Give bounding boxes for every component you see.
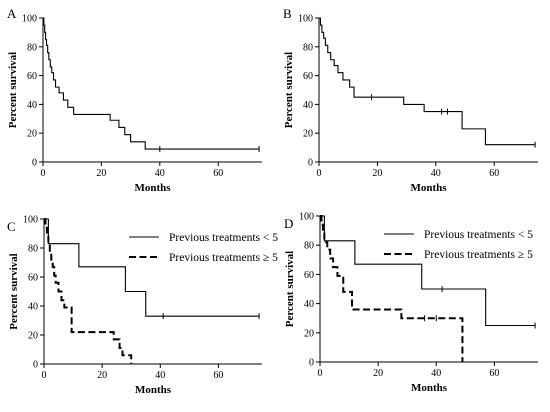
- panel-label-c: C: [7, 219, 16, 234]
- x-tick-label: 60: [213, 370, 223, 381]
- survival-curve-dashed: [320, 215, 464, 362]
- x-tick-label: 60: [213, 168, 223, 179]
- x-tick-label: 20: [373, 368, 383, 379]
- y-tick-label: 60: [28, 273, 38, 284]
- legend-entry: Previous treatments ≥ 5: [424, 249, 533, 261]
- panel-b: B 0 20 40 60 80 100 0 20 40 60 Months Percent surviv…: [283, 6, 538, 194]
- x-tick-label: 20: [96, 168, 106, 179]
- survival-curve-solid: [319, 17, 536, 146]
- x-tick-label: 40: [155, 168, 165, 179]
- panel-label-b: B: [283, 6, 292, 21]
- y-tick-label: 40: [28, 302, 38, 313]
- survival-curve-solid: [43, 17, 260, 150]
- x-tick-label: 40: [431, 168, 441, 179]
- legend-entry: Previous treatments ≥ 5: [169, 252, 278, 264]
- x-axis-title: Months: [135, 384, 172, 396]
- y-tick-label: 20: [303, 129, 313, 140]
- y-tick-label: 80: [28, 244, 38, 255]
- x-axis-title: Months: [410, 182, 447, 194]
- y-tick-label: 100: [23, 215, 38, 226]
- x-axis-title: Months: [134, 182, 171, 194]
- x-tick-label: 0: [41, 168, 46, 179]
- y-tick-label: 20: [304, 328, 314, 339]
- x-tick-label: 60: [489, 368, 499, 379]
- y-axis-title: Percent survival: [283, 52, 295, 128]
- panel-label-a: A: [7, 6, 17, 21]
- survival-curve-solid: [320, 215, 536, 327]
- y-tick-label: 20: [28, 331, 38, 342]
- x-tick-label: 40: [431, 368, 441, 379]
- x-axis-title: Months: [411, 382, 448, 394]
- x-tick-label: 60: [489, 168, 499, 179]
- y-axis-title: Percent survival: [7, 52, 19, 128]
- panel-c: C 0 20 40 60 80 100 0 20 40 60 Months Percent surviv…: [7, 215, 278, 397]
- y-tick-label: 0: [308, 158, 313, 169]
- y-tick-label: 40: [304, 299, 314, 310]
- x-tick-label: 40: [155, 370, 165, 381]
- survival-curve-solid: [44, 218, 260, 317]
- y-tick-label: 0: [309, 358, 314, 369]
- y-tick-label: 40: [27, 100, 37, 111]
- x-tick-label: 20: [372, 168, 382, 179]
- y-tick-label: 100: [299, 212, 314, 223]
- y-axis-title: Percent survival: [8, 253, 20, 329]
- x-tick-label: 0: [42, 370, 47, 381]
- y-tick-label: 40: [303, 100, 313, 111]
- y-tick-label: 80: [304, 241, 314, 252]
- x-tick-label: 0: [317, 168, 322, 179]
- y-tick-label: 80: [303, 42, 313, 53]
- y-tick-label: 60: [304, 270, 314, 281]
- y-tick-label: 80: [27, 42, 37, 53]
- panel-label-d: D: [284, 216, 293, 231]
- y-tick-label: 100: [22, 14, 37, 25]
- survival-curve-dashed: [44, 218, 133, 364]
- legend-entry: Previous treatments < 5: [169, 232, 278, 244]
- y-tick-label: 60: [303, 71, 313, 82]
- x-tick-label: 0: [318, 368, 323, 379]
- legend-entry: Previous treatments < 5: [424, 229, 533, 241]
- y-axis-title: Percent survival: [284, 251, 296, 327]
- panel-a: A 0 20 40 60 80 100 0 20 40 60 Months Percent surviv…: [7, 6, 262, 194]
- y-tick-label: 60: [27, 71, 37, 82]
- y-tick-label: 0: [33, 360, 38, 371]
- panel-d: D 0 20 40 60 80 100 0 20 40 60 Months Percent surviv…: [284, 212, 538, 394]
- y-tick-label: 0: [32, 158, 37, 169]
- y-tick-label: 100: [298, 14, 313, 25]
- y-tick-label: 20: [27, 129, 37, 140]
- x-tick-label: 20: [97, 370, 107, 381]
